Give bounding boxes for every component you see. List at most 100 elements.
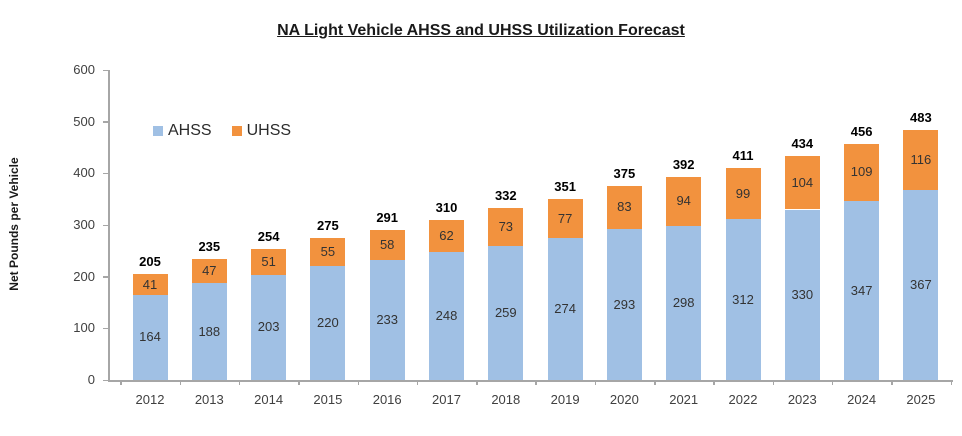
bar-value-ahss-2021: 298 xyxy=(672,295,695,311)
bar-segment-ahss-2023 xyxy=(784,209,820,380)
bar-segment-uhss-2023 xyxy=(784,155,820,210)
y-tick-mark xyxy=(103,379,108,381)
x-axis-line xyxy=(108,380,953,382)
y-tick-label: 0 xyxy=(87,372,95,387)
bar-segment-ahss-2016 xyxy=(369,259,405,380)
bar-value-ahss-2020: 293 xyxy=(613,296,636,312)
x-tick-label-2022: 2022 xyxy=(728,392,758,407)
bar-segment-uhss-2022 xyxy=(725,167,761,219)
x-tick-label-2012: 2012 xyxy=(135,392,165,407)
y-tick-mark xyxy=(103,69,108,71)
bar-segment-ahss-2022 xyxy=(725,218,761,380)
bar-segment-uhss-2025 xyxy=(903,130,939,191)
x-tick-label-2021: 2021 xyxy=(669,392,699,407)
y-tick-label: 600 xyxy=(73,62,95,77)
bar-segment-uhss-2020 xyxy=(606,185,642,229)
legend-swatch-uhss xyxy=(231,126,242,136)
bar-value-ahss-2023: 330 xyxy=(791,286,814,302)
bar-value-ahss-2018: 259 xyxy=(494,305,517,321)
bar-value-ahss-2013: 188 xyxy=(198,323,221,339)
bar-value-uhss-2017: 62 xyxy=(439,227,454,243)
bar-value-ahss-2012: 164 xyxy=(139,329,161,345)
bar-value-uhss-2016: 58 xyxy=(379,236,395,252)
x-tick-mark xyxy=(476,380,478,385)
bar-segment-ahss-2012 xyxy=(132,295,168,380)
y-tick-label: 200 xyxy=(73,268,95,284)
y-tick-label: 300 xyxy=(73,217,95,232)
x-tick-label-2016: 2016 xyxy=(372,392,402,407)
bar-total-2012: 205 xyxy=(139,254,161,270)
y-tick-label: 100 xyxy=(73,320,95,336)
x-tick-mark xyxy=(357,380,360,385)
bar-total-2025: 483 xyxy=(910,110,932,126)
bar-segment-uhss-2016 xyxy=(369,229,405,260)
bar-value-uhss-2014: 51 xyxy=(261,253,276,269)
bar-value-uhss-2013: 47 xyxy=(202,262,217,278)
bar-value-ahss-2014: 203 xyxy=(257,319,280,335)
x-tick-mark xyxy=(594,380,597,385)
bar-segment-ahss-2019 xyxy=(547,238,583,380)
bar-value-uhss-2019: 77 xyxy=(557,210,573,226)
legend-label-ahss: AHSS xyxy=(168,122,212,139)
legend-item-uhss: UHSS xyxy=(231,122,292,140)
bar-segment-ahss-2014 xyxy=(251,275,287,380)
y-tick-mark xyxy=(103,327,108,330)
x-tick-label-2013: 2013 xyxy=(194,392,224,407)
bar-segment-ahss-2024 xyxy=(844,200,880,380)
x-tick-mark xyxy=(891,380,893,385)
bar-total-2015: 275 xyxy=(317,217,339,233)
bar-segment-ahss-2018 xyxy=(488,246,524,380)
x-tick-mark xyxy=(179,380,182,385)
bar-total-2016: 291 xyxy=(376,209,399,225)
bar-total-2022: 411 xyxy=(732,147,754,163)
bar-segment-ahss-2013 xyxy=(191,282,227,380)
bar-value-ahss-2022: 312 xyxy=(732,291,754,307)
bar-value-ahss-2016: 233 xyxy=(376,311,399,327)
bar-segment-uhss-2014 xyxy=(251,248,287,276)
bar-value-uhss-2023: 104 xyxy=(791,174,814,190)
x-tick-label-2019: 2019 xyxy=(550,392,580,407)
legend: AHSS UHSS xyxy=(153,122,291,140)
x-tick-mark xyxy=(298,380,300,385)
bar-segment-uhss-2017 xyxy=(429,219,464,252)
x-tick-mark xyxy=(238,380,241,385)
x-tick-mark xyxy=(416,380,419,385)
bar-total-2023: 434 xyxy=(791,135,814,151)
bar-segment-uhss-2015 xyxy=(310,237,346,267)
bar-segment-uhss-2024 xyxy=(844,144,880,201)
bar-segment-ahss-2020 xyxy=(606,228,642,380)
bar-segment-ahss-2021 xyxy=(666,226,702,380)
y-axis-line xyxy=(108,70,110,380)
bar-total-2024: 456 xyxy=(850,124,873,140)
x-tick-mark xyxy=(654,380,656,385)
bar-value-uhss-2020: 83 xyxy=(617,198,632,214)
bar-value-ahss-2015: 220 xyxy=(317,315,339,331)
legend-label-uhss: UHSS xyxy=(246,122,292,139)
x-tick-label-2023: 2023 xyxy=(787,392,817,407)
x-tick-mark xyxy=(535,380,537,385)
x-tick-mark xyxy=(120,380,122,385)
x-tick-label-2015: 2015 xyxy=(313,392,343,407)
bar-value-uhss-2024: 109 xyxy=(850,164,873,180)
y-axis-title: Net Pounds per Vehicle xyxy=(7,157,21,291)
legend-item-ahss: AHSS xyxy=(153,122,212,140)
bar-segment-ahss-2017 xyxy=(429,251,464,380)
y-tick-mark xyxy=(103,224,108,226)
bar-segment-uhss-2019 xyxy=(547,198,583,239)
x-tick-mark xyxy=(950,380,953,385)
bar-value-ahss-2017: 248 xyxy=(435,307,458,323)
x-tick-label-2017: 2017 xyxy=(432,392,461,407)
x-tick-label-2020: 2020 xyxy=(609,392,639,407)
y-tick-mark xyxy=(103,121,108,123)
y-tick-mark xyxy=(103,172,108,175)
bar-value-uhss-2018: 73 xyxy=(498,219,514,235)
bar-value-uhss-2012: 41 xyxy=(142,277,158,293)
bar-total-2018: 332 xyxy=(494,188,517,204)
bar-value-ahss-2025: 367 xyxy=(910,277,932,293)
bar-segment-uhss-2013 xyxy=(191,258,227,283)
x-tick-mark xyxy=(831,380,834,385)
bar-value-uhss-2015: 55 xyxy=(320,243,336,259)
bar-total-2020: 375 xyxy=(613,165,636,181)
y-tick-label: 500 xyxy=(73,113,95,129)
